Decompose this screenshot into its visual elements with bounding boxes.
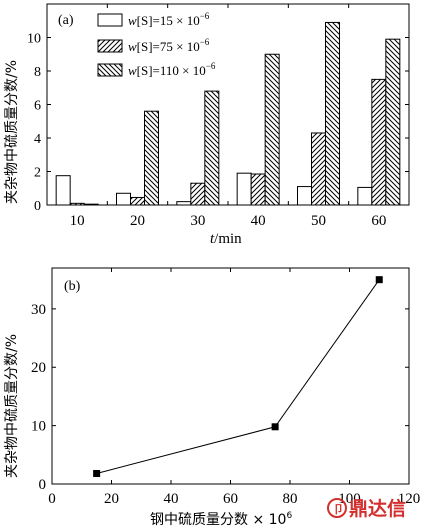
bar-y-ticks: 0 2 4 6 8 10: [27, 32, 409, 214]
watermark-logo: 卩 鼎达信: [327, 497, 406, 520]
panel-label-b: (b): [64, 279, 81, 294]
y-tick-label: 8: [34, 65, 41, 80]
x-tick-label: 20: [130, 213, 145, 229]
bar-75-10: [69, 202, 85, 206]
bar-series: [55, 21, 401, 206]
x-tick-label: 0: [48, 491, 56, 507]
legend-label-75: w[S]=75 × 10−6: [128, 37, 210, 54]
y-tick-label: 30: [31, 302, 46, 318]
bar-x-axis-label: t/min: [210, 231, 242, 247]
bar-75-60: [371, 78, 387, 206]
bar-chart-panel: (a) 0 2 4 6 8 10 10 20 30 40 50 60 w[S]=15 × 10−6 …: [4, 3, 410, 247]
bar-15-60: [357, 186, 373, 206]
y-tick-label: 4: [34, 132, 41, 147]
line-series-points: [93, 276, 383, 477]
watermark-circle-icon: [327, 498, 347, 518]
bar-15-40: [236, 172, 252, 206]
x-tick-label: 80: [283, 491, 298, 507]
bar-110-30: [204, 90, 220, 206]
line-y-ticks: 0 10 20 30: [31, 302, 409, 493]
legend-swatch-110: [97, 63, 123, 77]
x-tick-label: 50: [311, 213, 326, 229]
bar-110-10: [83, 203, 99, 206]
data-point-110: [375, 276, 383, 284]
y-tick-label: 0: [39, 477, 47, 493]
x-tick-label: 60: [371, 213, 386, 229]
y-tick-label: 2: [34, 166, 41, 181]
legend-label-110: w[S]=110 × 10−6: [128, 61, 216, 78]
watermark-text: 鼎达信: [349, 497, 406, 520]
x-tick-label: 10: [70, 213, 85, 229]
x-tick-label: 40: [164, 491, 179, 507]
bar-75-50: [311, 132, 326, 206]
bar-15-20: [116, 192, 131, 206]
bar-plot-frame: [46, 3, 410, 206]
bar-legend: w[S]=15 × 10−6 w[S]=75 × 10−6 w[S]=110 ×…: [97, 11, 216, 78]
bar-15-30: [176, 201, 192, 206]
watermark-glyph: 卩: [333, 503, 344, 516]
x-tick-label: 30: [190, 213, 205, 229]
panel-label-a: (a): [58, 13, 74, 28]
bar-75-20: [130, 196, 145, 206]
bar-75-30: [190, 182, 206, 206]
bar-15-50: [297, 186, 312, 206]
legend-label-15: w[S]=15 × 10−6: [128, 11, 210, 28]
y-tick-label: 20: [31, 360, 46, 376]
data-point-75: [271, 423, 279, 431]
bar-110-20: [144, 110, 159, 206]
data-point-15: [93, 469, 101, 477]
y-tick-label: 10: [31, 419, 46, 435]
y-tick-label: 6: [34, 99, 41, 114]
bar-110-50: [325, 21, 340, 206]
line-plot-frame: [51, 267, 410, 485]
legend-swatch-75: [97, 39, 123, 53]
x-tick-label: 40: [251, 213, 266, 229]
bar-110-40: [264, 53, 280, 206]
bar-y-axis-label: 夹杂物中硫质量分数/%: [4, 60, 20, 204]
x-tick-label: 20: [104, 491, 119, 507]
line-y-axis-label: 夹杂物中硫质量分数/%: [4, 334, 20, 478]
x-tick-label: 120: [398, 491, 421, 507]
y-tick-label: 0: [34, 199, 41, 214]
bar-110-60: [385, 38, 401, 206]
bar-15-10: [55, 175, 71, 206]
bar-x-ticks: 10 20 30 40 50 60: [70, 4, 386, 229]
bar-75-40: [250, 173, 266, 206]
x-tick-label: 60: [223, 491, 238, 507]
legend-swatch-15: [97, 13, 123, 27]
line-series-path: [96, 279, 380, 474]
y-tick-label: 10: [27, 32, 41, 47]
line-x-axis-label: 钢中硫质量分数 × 106: [150, 511, 292, 528]
